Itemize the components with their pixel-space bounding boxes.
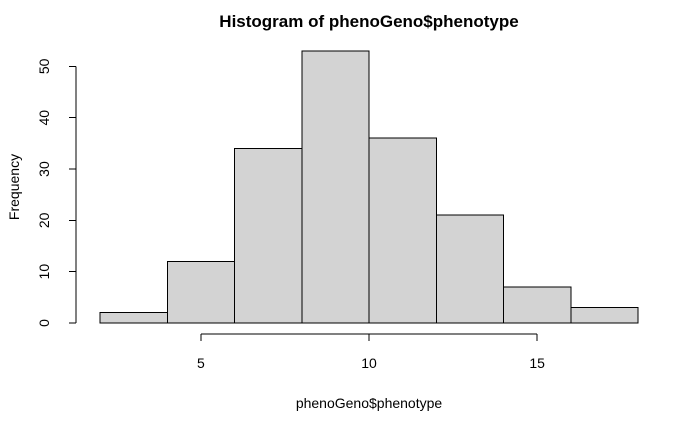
histogram-bar-5 [368,137,437,324]
histogram-bar-7 [503,286,572,324]
histogram-bar-4 [301,50,370,324]
y-tick-label: 20 [36,212,52,228]
y-axis: 0 10 20 30 40 50 [36,58,77,327]
y-tick-label: 50 [36,58,52,74]
histogram-bar-6 [435,214,505,324]
y-tick-label: 0 [36,319,52,327]
x-axis: 5 10 15 [197,333,545,371]
bars-layer [99,50,639,324]
y-tick-label: 10 [36,264,52,280]
histogram-bar-1 [99,312,168,324]
x-axis-label: phenoGeno$phenotype [296,395,443,411]
y-tick-label: 40 [36,110,52,126]
chart-title: Histogram of phenoGeno$phenotype [219,12,518,31]
x-tick-label: 5 [197,355,205,371]
histogram-bar-2 [166,260,236,324]
histogram-bar-3 [234,148,303,324]
x-tick-label: 15 [529,355,545,371]
y-tick-label: 30 [36,161,52,177]
histogram-bar-8 [570,307,639,324]
x-tick-label: 10 [361,355,377,371]
y-axis-label: Frequency [6,154,22,220]
